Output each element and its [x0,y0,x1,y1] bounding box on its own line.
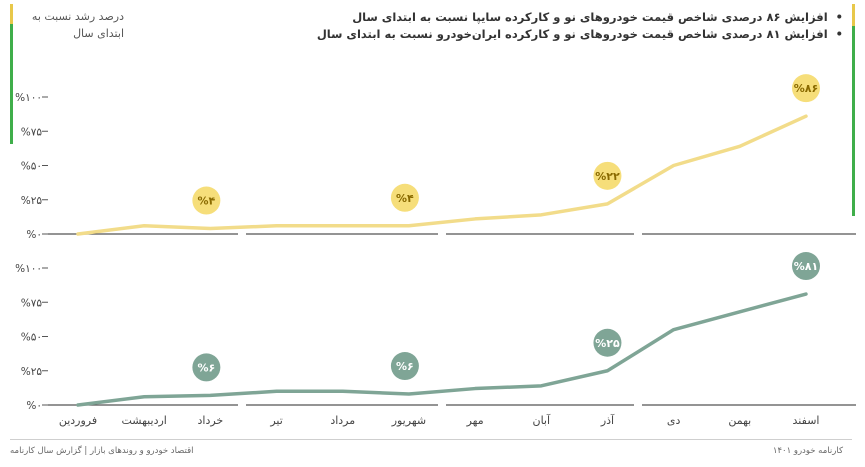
bullet-saipa: افزایش ۸۶ درصدی شاخص قیمت خودروهای نو و … [317,9,843,26]
x-tick-6: مهر [466,414,484,427]
top-bubble-2 [593,161,622,190]
headline-bullets: افزایش ۸۶ درصدی شاخص قیمت خودروهای نو و … [317,9,843,43]
top-y-tick-1: %۲۵ [21,195,43,207]
accent-bar-yellow [10,4,13,24]
bottom-y-tick-4: %۱۰۰ [15,263,42,275]
x-tick-5: شهریور [391,414,426,427]
accent-bar-green [10,24,13,144]
bottom-y-tick-0: %۰ [26,400,42,412]
top-y-tick-0: %۰ [26,229,42,241]
top-bubble-0 [192,186,221,215]
x-tick-4: مرداد [330,414,355,427]
footer-right-text: کارنامه خودرو ۱۴۰۱ [772,446,843,456]
x-tick-8: آذر [600,413,615,427]
top-bubble-label-2: %۲۲ [595,170,620,183]
top-bubble-label-1: %۴ [396,192,414,205]
bottom-y-tick-1: %۲۵ [21,366,43,378]
top-bubble-1 [390,183,419,212]
bottom-y-tick-2: %۵۰ [21,332,42,344]
bottom-bubble-3 [792,252,820,281]
x-tick-2: خرداد [197,414,223,427]
accent-bar-green-right [852,26,855,216]
bottom-bubble-0 [192,353,221,382]
x-tick-3: تیر [269,414,282,427]
bullet-irankhodro: افزایش ۸۱ درصدی شاخص قیمت خودروهای نو و … [317,26,843,43]
bottom-series-line [76,292,808,407]
top-y-tick-2: %۵۰ [21,161,42,173]
bottom-bubble-label-2: %۲۵ [595,337,620,350]
bottom-bubble-label-3: %۸۱ [794,260,818,273]
bottom-bubble-1 [390,352,419,381]
footer-divider [10,439,852,440]
bottom-bubble-2 [593,328,622,357]
x-tick-10: بهمن [728,414,751,427]
y-axis-title: درصد رشد نسبت به ابتدای سال [31,10,124,40]
x-tick-7: آبان [532,413,550,427]
top-bubble-label-0: %۴ [197,195,215,208]
x-tick-0: فروردین [59,414,97,427]
bottom-bubble-label-0: %۶ [197,361,215,374]
x-tick-9: دی [667,414,681,427]
accent-bar-yellow-right [852,4,855,26]
x-tick-1: اردیبهشت [122,414,167,427]
top-bubble-label-3: %۸۶ [794,82,818,95]
top-y-tick-3: %۷۵ [21,126,43,138]
top-y-tick-4: %۱۰۰ [15,92,42,104]
top-bubble-3 [792,74,820,103]
footer-left-text: اقتصاد خودرو و روندهای بازار | گزارش سال… [10,446,194,456]
x-tick-11: اسفند [793,414,820,427]
bottom-bubble-label-1: %۶ [396,360,414,373]
top-series-line [76,114,808,236]
bottom-y-tick-3: %۷۵ [21,297,43,309]
